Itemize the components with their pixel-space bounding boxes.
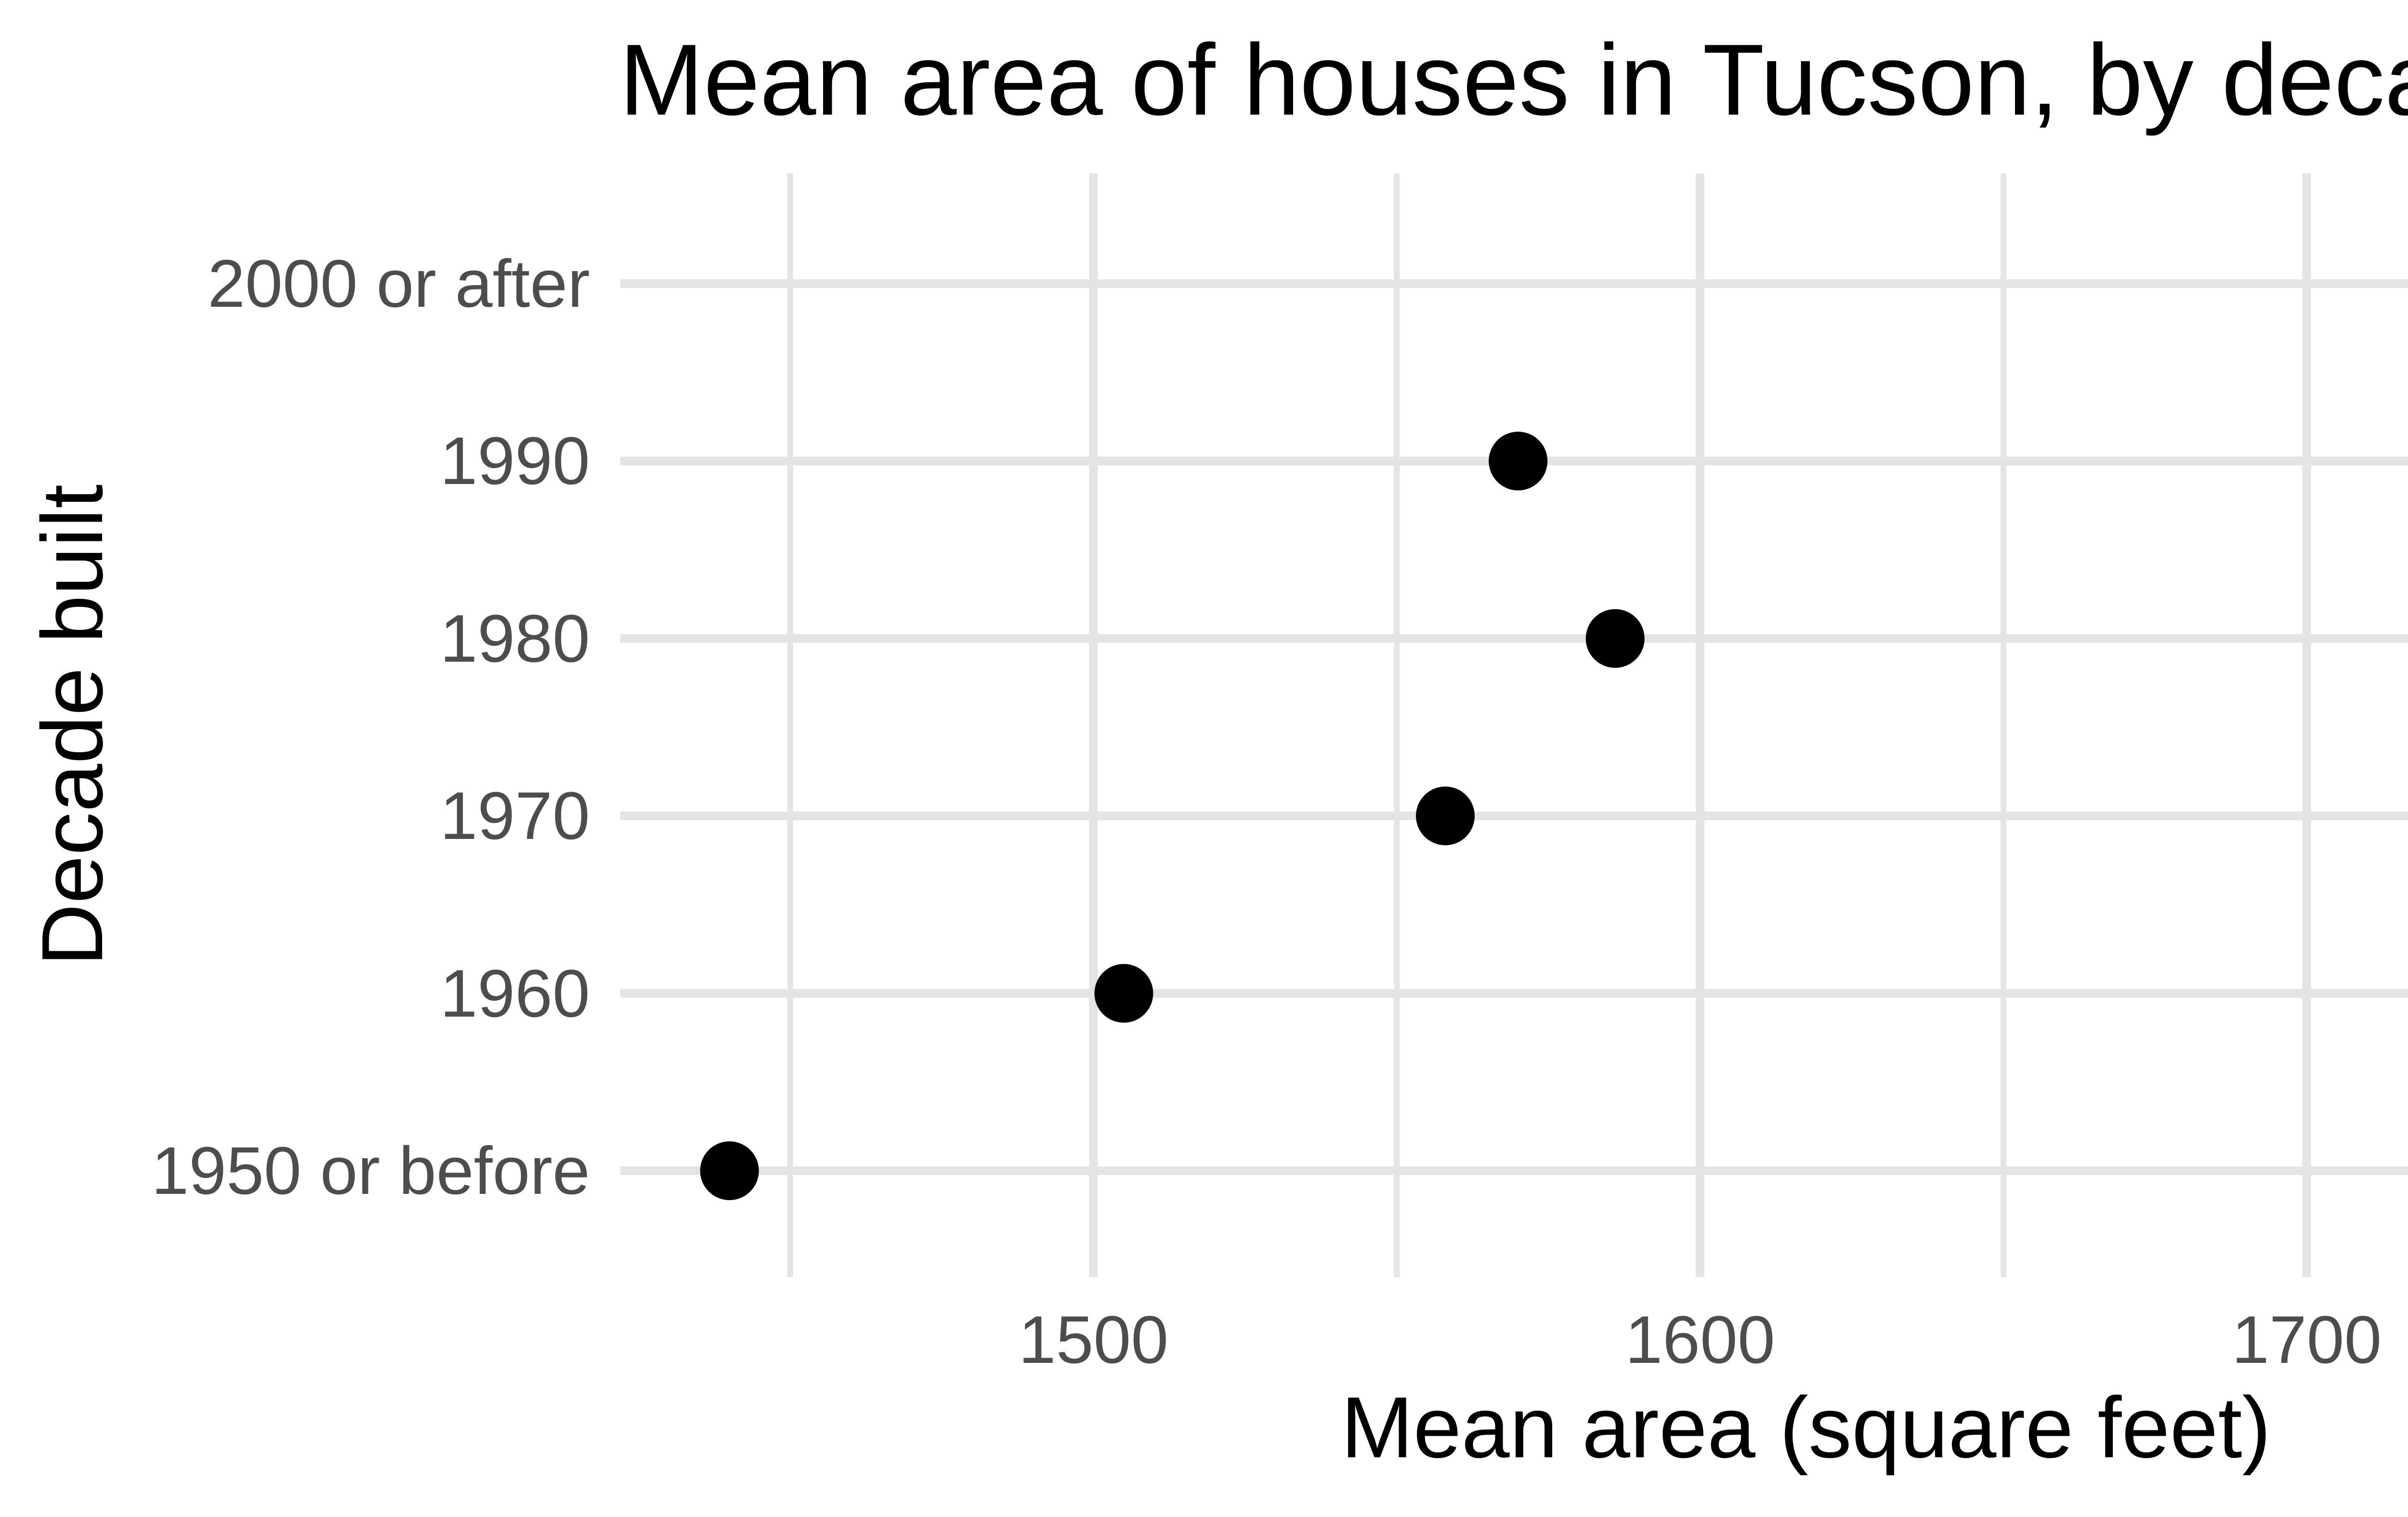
- y-tick-label: 1960: [440, 955, 590, 1031]
- y-tick-label: 1980: [440, 600, 590, 676]
- data-point: [700, 1141, 759, 1200]
- data-point: [1585, 609, 1645, 668]
- y-tick-label: 1970: [440, 778, 590, 854]
- x-axis-title: Mean area (square feet): [1341, 1379, 2271, 1476]
- x-tick-label: 1700: [2231, 1302, 2382, 1377]
- y-tick-label: 1990: [440, 423, 590, 499]
- chart-title: Mean area of houses in Tucson, by decade…: [619, 23, 2408, 136]
- data-point: [1094, 964, 1153, 1023]
- data-point: [1489, 432, 1548, 491]
- x-tick-label: 1500: [1018, 1302, 1169, 1377]
- x-tick-label: 1600: [1625, 1302, 1775, 1377]
- y-axis-title: Decade built: [24, 484, 121, 967]
- data-point: [1416, 786, 1475, 846]
- y-tick-label: 2000 or after: [208, 246, 590, 321]
- y-tick-label: 1950 or before: [151, 1133, 590, 1208]
